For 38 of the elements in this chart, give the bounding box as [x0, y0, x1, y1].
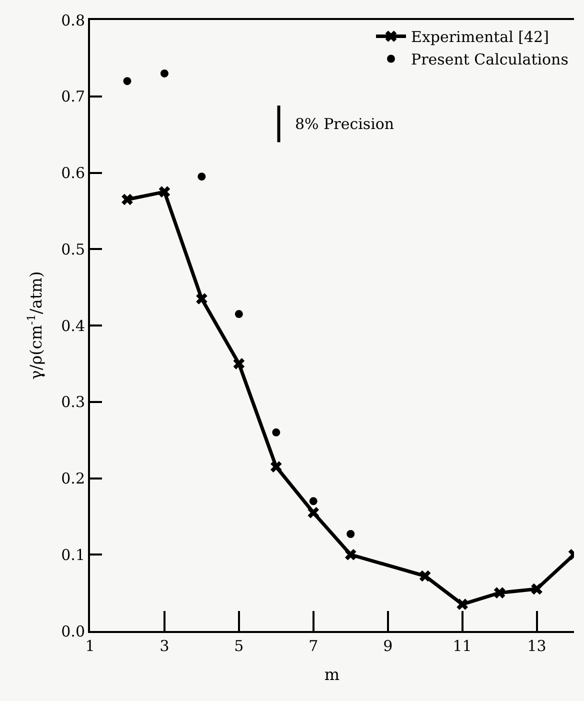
x-tick-label: 3 — [160, 637, 170, 655]
x-tick-label: 1 — [85, 637, 95, 655]
point — [122, 194, 133, 206]
x-tick-label: 9 — [383, 637, 393, 655]
y-tick-label: 0.6 — [61, 164, 85, 182]
point — [270, 461, 282, 472]
x-tick-label: 7 — [308, 637, 318, 655]
point — [308, 506, 320, 518]
point — [309, 497, 318, 506]
point — [531, 583, 542, 595]
y-tick-label: 0.2 — [61, 470, 85, 488]
x-tick-label: 11 — [452, 637, 472, 655]
point — [233, 358, 245, 370]
legend-label: Experimental [42] — [411, 28, 549, 46]
x-tick-label: 13 — [527, 637, 546, 655]
point — [196, 293, 208, 304]
point — [198, 172, 206, 181]
point — [160, 69, 168, 78]
x-axis-title: m — [324, 665, 340, 684]
y-tick-label: 0.0 — [61, 622, 85, 640]
point — [123, 77, 132, 86]
point — [494, 587, 506, 598]
point — [344, 548, 356, 560]
y-tick-label: 0.7 — [61, 88, 85, 106]
point — [234, 310, 243, 318]
point — [346, 530, 355, 538]
point — [272, 428, 280, 436]
legend-label: Present Calculations — [411, 50, 568, 69]
annotation: 8% Precision — [295, 115, 394, 133]
y-tick-label: 0.3 — [61, 393, 85, 412]
y-tick-label: 0.4 — [61, 316, 85, 335]
x-tick-label: 5 — [234, 637, 244, 655]
y-tick-label: 0.1 — [61, 546, 85, 564]
y-tick-label: 0.5 — [61, 240, 85, 258]
point — [456, 598, 468, 610]
point — [419, 570, 431, 582]
y-tick-label: 0.8 — [61, 11, 85, 30]
point — [158, 186, 170, 198]
